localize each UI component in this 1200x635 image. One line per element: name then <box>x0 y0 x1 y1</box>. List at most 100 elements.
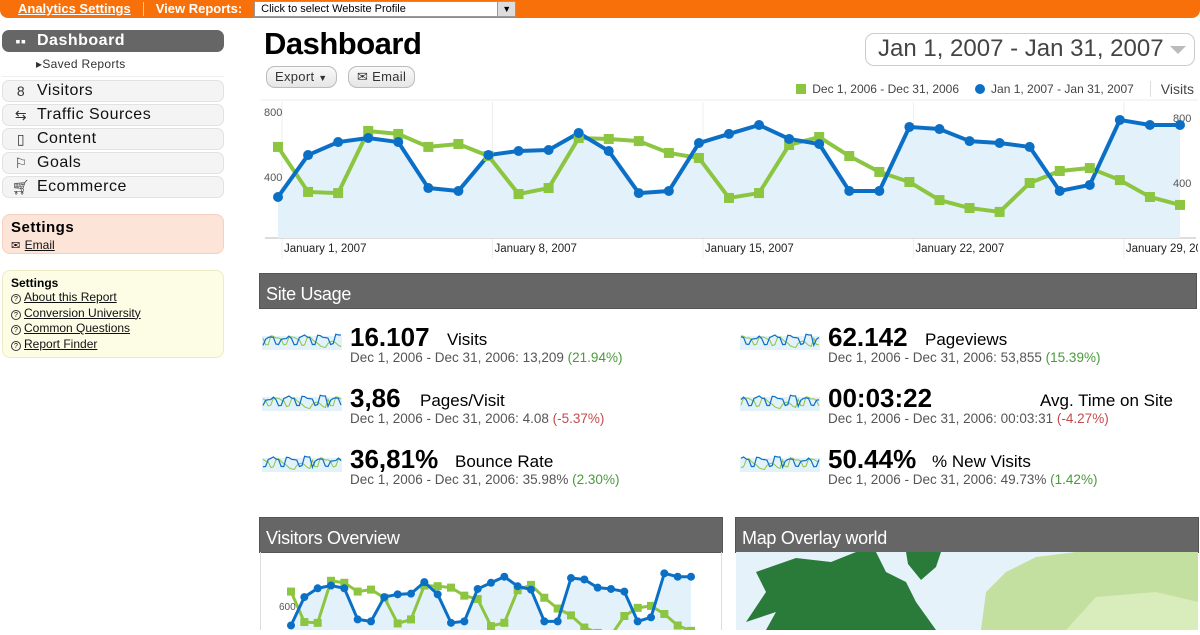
comparison-text: Dec 1, 2006 - Dec 31, 2006: 49.73% <box>828 472 1047 487</box>
visitors-overview-header: Visitors Overview <box>259 517 723 553</box>
vo-point <box>407 589 415 598</box>
email-button[interactable]: ✉ Email <box>348 66 416 88</box>
data-point-prev <box>543 183 554 194</box>
sidebar-item-ecommerce[interactable]: 🛒︎ Ecommerce <box>2 176 224 198</box>
data-point-current <box>754 119 765 130</box>
legend-swatch-green <box>796 84 807 94</box>
data-point-current <box>573 127 584 138</box>
saved-reports-link[interactable]: ▸Saved Reports <box>2 54 224 77</box>
vo-point <box>340 584 349 593</box>
profile-select[interactable]: Click to select Website Profile ▼ <box>254 0 517 17</box>
sparkline-prev <box>740 396 820 410</box>
x-tick-label: January 29, 2007 <box>1126 243 1198 255</box>
legend-swatch-blue <box>975 84 986 94</box>
legend-label: Jan 1, 2007 - Jan 31, 2007 <box>991 82 1134 96</box>
vo-point <box>660 610 669 619</box>
vo-point <box>513 586 522 595</box>
metric--new-visits: 50.44% % New Visits Dec 1, 2006 - Dec 31… <box>740 444 1190 494</box>
sidebar-item-label: Ecommerce <box>37 178 127 195</box>
report-finder-link[interactable]: Report Finder <box>24 336 98 351</box>
common-questions-link[interactable]: Common Questions <box>24 321 131 335</box>
sidebar-item-traffic-sources[interactable]: ⇆ Traffic Sources <box>2 104 224 126</box>
change-percent: (-5.37%) <box>552 411 605 426</box>
email-settings-link[interactable]: Email <box>24 238 55 252</box>
envelope-icon: ✉ <box>357 69 369 84</box>
sidebar-item-visitors[interactable]: 8 Visitors <box>2 80 224 102</box>
data-point-current <box>1054 185 1065 196</box>
sidebar-item-goals[interactable]: ⚐ Goals <box>2 152 224 174</box>
top-bar: Analytics Settings View Reports: Click t… <box>0 0 1200 18</box>
sparkline <box>740 394 820 411</box>
data-point-prev <box>573 132 584 143</box>
conversion-university-link[interactable]: Conversion University <box>24 305 141 320</box>
vo-point <box>660 569 669 578</box>
vo-point <box>300 618 309 627</box>
data-point-prev <box>814 132 825 143</box>
data-point-current <box>844 185 855 196</box>
x-tick-label: January 15, 2007 <box>705 243 794 255</box>
vo-point <box>513 582 522 591</box>
map-overlay-world[interactable] <box>736 552 1198 630</box>
data-point-current <box>663 185 674 196</box>
data-point-prev <box>273 141 283 152</box>
analytics-settings-link[interactable]: Analytics Settings <box>18 1 131 16</box>
data-point-prev <box>363 126 374 136</box>
change-percent: (2.30%) <box>572 472 620 487</box>
sparkline-area <box>740 397 820 411</box>
vo-point <box>473 584 482 593</box>
export-button[interactable]: Export ▼ <box>266 66 337 88</box>
metric-visits: 16.107 Visits Dec 1, 2006 - Dec 31, 2006… <box>262 322 712 372</box>
x-tick-label: January 8, 2007 <box>494 243 576 255</box>
sidebar-item-content[interactable]: ▯ Content <box>2 128 224 150</box>
y-tick-label-right: 400 <box>1173 178 1191 190</box>
data-point-current <box>483 150 494 161</box>
data-point-current <box>724 128 734 139</box>
vo-point <box>633 617 642 626</box>
data-point-current <box>784 133 795 144</box>
vo-point <box>380 593 389 602</box>
help-box: Settings ? About this Report ? Conversion … <box>2 270 224 358</box>
asia-shape <box>1066 592 1198 630</box>
vo-point <box>500 572 509 581</box>
sidebar-item-dashboard[interactable]: ▪▪ Dashboard <box>2 30 224 52</box>
vo-area <box>291 573 691 630</box>
data-point-prev <box>423 141 434 152</box>
help-title: Settings <box>11 276 59 290</box>
y-tick-label: 600 <box>279 602 296 613</box>
vo-point <box>353 615 362 624</box>
greenland-shape <box>906 552 941 580</box>
map-overlay-header: Map Overlay world <box>735 517 1199 553</box>
chevron-down-icon: ▼ <box>497 1 516 16</box>
vo-point <box>553 617 562 626</box>
metric-comparison: Dec 1, 2006 - Dec 31, 2006: 49.73% (1.42… <box>828 472 1097 487</box>
metric-selector[interactable]: Visits <box>1149 81 1194 97</box>
data-point-current <box>633 188 644 199</box>
data-point-prev <box>693 152 704 163</box>
data-point-current <box>934 124 945 135</box>
x-tick-label: January 1, 2007 <box>284 243 366 255</box>
data-point-prev <box>1175 199 1185 210</box>
vo-point <box>433 582 442 591</box>
data-point-prev <box>724 192 734 203</box>
date-range-picker[interactable]: Jan 1, 2007 - Jan 31, 2007 <box>865 33 1195 66</box>
data-point-current <box>393 137 404 148</box>
help-icon: ? <box>11 294 21 304</box>
vo-point <box>567 611 575 620</box>
grid-icon: ▪▪ <box>15 33 27 49</box>
data-point-current <box>273 191 283 202</box>
sparkline-current <box>262 333 341 346</box>
sparkline-prev <box>262 335 342 349</box>
vo-point <box>460 617 469 626</box>
metric-value: 16.107 <box>350 322 430 352</box>
comparison-text: Dec 1, 2006 - Dec 31, 2006: 00:03:31 <box>828 411 1054 426</box>
vo-point <box>673 572 682 581</box>
date-range-value: Jan 1, 2007 - Jan 31, 2007 <box>878 35 1164 62</box>
comparison-text: Dec 1, 2006 - Dec 31, 2006: 53,855 <box>828 350 1042 365</box>
legend-label: Dec 1, 2006 - Dec 31, 2006 <box>812 82 960 96</box>
vo-point <box>420 578 429 587</box>
comparison-text: Dec 1, 2006 - Dec 31, 2006: 4.08 <box>350 411 549 426</box>
data-point-current <box>543 145 554 156</box>
change-percent: (21.94%) <box>567 350 623 365</box>
about-report-link[interactable]: About this Report <box>24 290 117 304</box>
vo-point <box>393 590 402 599</box>
